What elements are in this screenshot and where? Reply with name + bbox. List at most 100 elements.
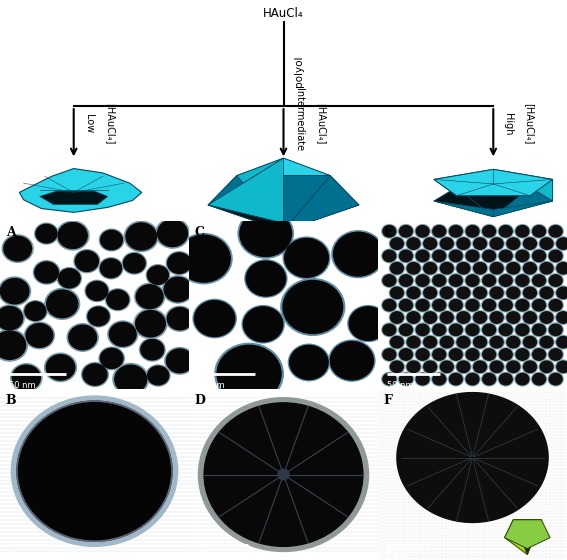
Circle shape	[450, 250, 462, 262]
Circle shape	[507, 238, 520, 249]
Circle shape	[390, 360, 404, 374]
Circle shape	[400, 300, 412, 311]
Circle shape	[407, 312, 420, 323]
Circle shape	[163, 276, 193, 303]
Circle shape	[349, 307, 387, 340]
Circle shape	[457, 287, 470, 298]
Circle shape	[46, 290, 78, 318]
Circle shape	[391, 312, 403, 323]
Circle shape	[11, 396, 177, 547]
Circle shape	[168, 253, 191, 273]
Circle shape	[532, 300, 545, 311]
Circle shape	[466, 250, 479, 262]
Polygon shape	[505, 520, 541, 554]
Circle shape	[549, 324, 562, 335]
Circle shape	[58, 269, 80, 288]
Circle shape	[166, 306, 194, 331]
Circle shape	[406, 335, 421, 349]
Circle shape	[472, 311, 488, 324]
Circle shape	[557, 361, 567, 372]
Circle shape	[400, 349, 412, 360]
Circle shape	[523, 263, 536, 274]
Circle shape	[548, 274, 563, 287]
Circle shape	[1, 278, 29, 304]
Circle shape	[167, 307, 192, 330]
Circle shape	[549, 349, 562, 360]
Circle shape	[481, 298, 497, 312]
Circle shape	[557, 263, 567, 274]
Circle shape	[557, 337, 567, 348]
Circle shape	[82, 363, 108, 386]
Circle shape	[67, 324, 98, 351]
Circle shape	[390, 237, 404, 250]
Circle shape	[415, 348, 430, 361]
Circle shape	[0, 329, 28, 361]
Text: C: C	[194, 226, 205, 239]
Circle shape	[489, 360, 504, 374]
Circle shape	[522, 360, 538, 374]
Circle shape	[532, 250, 545, 262]
Circle shape	[422, 311, 438, 324]
Circle shape	[483, 349, 496, 360]
Circle shape	[146, 365, 170, 386]
Circle shape	[539, 335, 554, 349]
Circle shape	[17, 401, 172, 541]
Circle shape	[383, 275, 396, 286]
Circle shape	[391, 361, 403, 372]
Circle shape	[45, 288, 79, 319]
Circle shape	[522, 311, 538, 324]
Circle shape	[490, 263, 503, 274]
Circle shape	[391, 337, 403, 348]
Circle shape	[390, 311, 404, 324]
Circle shape	[515, 274, 530, 287]
Circle shape	[498, 323, 513, 337]
Circle shape	[490, 337, 503, 348]
Polygon shape	[434, 169, 553, 209]
Circle shape	[108, 321, 138, 348]
Circle shape	[399, 348, 413, 361]
Circle shape	[11, 363, 42, 391]
Circle shape	[489, 237, 504, 250]
Circle shape	[472, 335, 488, 349]
Polygon shape	[284, 176, 359, 231]
Circle shape	[540, 361, 553, 372]
Circle shape	[433, 374, 446, 385]
Circle shape	[329, 340, 375, 381]
Circle shape	[523, 337, 536, 348]
Circle shape	[450, 349, 462, 360]
Polygon shape	[208, 205, 284, 231]
Circle shape	[158, 220, 188, 246]
Circle shape	[99, 258, 123, 279]
Circle shape	[107, 290, 129, 309]
Circle shape	[441, 287, 453, 298]
Circle shape	[204, 403, 363, 547]
Circle shape	[424, 287, 437, 298]
Circle shape	[450, 324, 462, 335]
Circle shape	[122, 253, 146, 274]
Circle shape	[422, 335, 438, 349]
Circle shape	[406, 360, 421, 374]
Circle shape	[498, 274, 513, 287]
Circle shape	[416, 374, 429, 385]
Circle shape	[146, 265, 170, 286]
Circle shape	[399, 274, 413, 287]
Circle shape	[465, 323, 480, 337]
Circle shape	[124, 221, 158, 251]
Circle shape	[422, 237, 438, 250]
Circle shape	[424, 361, 437, 372]
Circle shape	[406, 311, 421, 324]
Circle shape	[483, 226, 496, 237]
Circle shape	[415, 249, 430, 263]
Circle shape	[481, 225, 497, 238]
Text: B: B	[6, 394, 16, 407]
Circle shape	[500, 300, 512, 311]
Circle shape	[489, 262, 504, 275]
Circle shape	[391, 263, 403, 274]
Circle shape	[506, 237, 521, 250]
Circle shape	[531, 372, 547, 386]
Circle shape	[246, 261, 286, 296]
Circle shape	[548, 225, 563, 238]
Circle shape	[498, 348, 513, 361]
Circle shape	[472, 286, 488, 300]
Circle shape	[473, 312, 486, 323]
